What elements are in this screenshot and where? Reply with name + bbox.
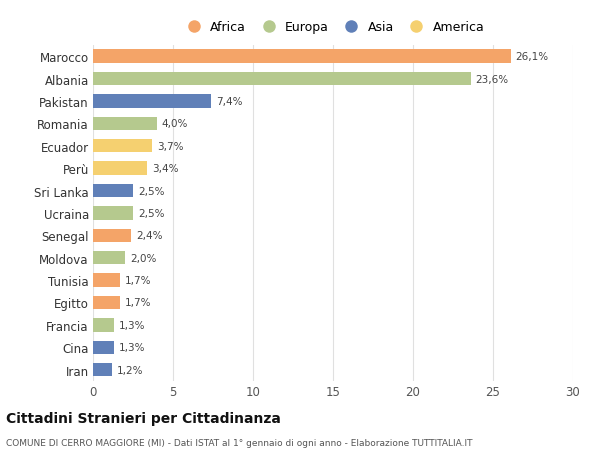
Text: COMUNE DI CERRO MAGGIORE (MI) - Dati ISTAT al 1° gennaio di ogni anno - Elaboraz: COMUNE DI CERRO MAGGIORE (MI) - Dati IST… xyxy=(6,438,473,448)
Text: 23,6%: 23,6% xyxy=(475,74,509,84)
Bar xyxy=(93,252,125,265)
Text: 1,7%: 1,7% xyxy=(125,298,151,308)
Text: 7,4%: 7,4% xyxy=(216,97,242,107)
Text: Cittadini Stranieri per Cittadinanza: Cittadini Stranieri per Cittadinanza xyxy=(6,411,281,425)
Text: 3,4%: 3,4% xyxy=(152,164,179,174)
Bar xyxy=(93,341,114,354)
Text: 1,7%: 1,7% xyxy=(125,275,151,285)
Bar xyxy=(93,73,470,86)
Bar xyxy=(93,363,112,376)
Text: 1,3%: 1,3% xyxy=(119,320,145,330)
Text: 2,4%: 2,4% xyxy=(136,231,163,241)
Bar xyxy=(93,95,211,108)
Bar xyxy=(93,319,114,332)
Bar xyxy=(93,162,148,175)
Text: 4,0%: 4,0% xyxy=(162,119,188,129)
Bar xyxy=(93,274,120,287)
Text: 1,2%: 1,2% xyxy=(117,365,143,375)
Text: 2,5%: 2,5% xyxy=(138,186,164,196)
Text: 2,0%: 2,0% xyxy=(130,253,156,263)
Bar xyxy=(93,50,511,64)
Text: 3,7%: 3,7% xyxy=(157,141,184,151)
Bar xyxy=(93,118,157,131)
Text: 2,5%: 2,5% xyxy=(138,208,164,218)
Bar xyxy=(93,229,131,242)
Text: 26,1%: 26,1% xyxy=(515,52,548,62)
Bar xyxy=(93,296,120,309)
Text: 1,3%: 1,3% xyxy=(119,342,145,353)
Bar xyxy=(93,207,133,220)
Bar xyxy=(93,185,133,198)
Legend: Africa, Europa, Asia, America: Africa, Europa, Asia, America xyxy=(179,18,487,36)
Bar xyxy=(93,140,152,153)
